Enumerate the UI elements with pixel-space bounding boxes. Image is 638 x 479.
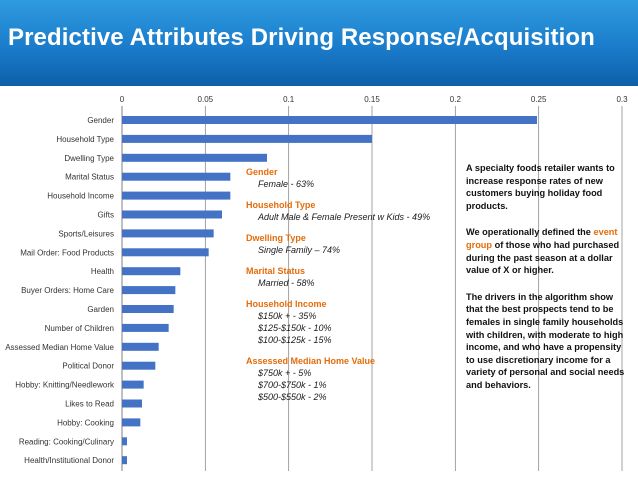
attr-value: $100-$125k - 15% (258, 335, 332, 345)
attr-value: $700-$750k - 1% (258, 380, 327, 390)
bar (122, 229, 214, 238)
bar (122, 134, 372, 143)
attribute-importance-chart: 0 0.05 0.1 0.15 0.2 0.25 0.3 Gender Household Ty… (5, 95, 628, 471)
note-text: of those who had purchased during the pa… (466, 239, 620, 276)
category-label: Mail Order: Food Products (20, 248, 114, 257)
bar (122, 210, 222, 219)
attr-name: Marital Status (246, 266, 306, 276)
attr-name: Gender (246, 167, 278, 177)
attr-value: $125-$150k - 10% (258, 323, 332, 333)
category-label: Likes to Read (65, 400, 114, 409)
bar (122, 248, 209, 257)
note-paragraph: A specialty foods retailer wants to incr… (466, 163, 615, 211)
note-text: We operationally defined the (466, 227, 594, 238)
bar (122, 172, 231, 181)
attr-value: Single Family – 74% (258, 245, 341, 255)
attr-group-dwelling-type: Dwelling Type Single Family – 74% (246, 232, 456, 256)
attr-group-marital-status: Marital Status Married - 58% (246, 265, 456, 289)
x-tick-label: 0 (120, 95, 125, 104)
attr-group-household-income: Household Income $150k + - 35% $125-$150… (246, 298, 456, 346)
attr-value: $500-$550k - 2% (258, 392, 327, 402)
note-highlight: event group (466, 227, 618, 250)
attr-value: Married - 58% (258, 278, 315, 288)
category-label: Hobby: Cooking (57, 418, 114, 427)
attribute-profile-panel: Gender Female - 63% Household Type Adult… (246, 166, 456, 412)
attr-name: Household Type (246, 200, 316, 210)
category-label: Household Type (56, 135, 114, 144)
category-label: Marital Status (65, 173, 114, 182)
bar (122, 305, 174, 313)
bar (122, 267, 181, 276)
x-tick-label: 0.3 (616, 95, 628, 104)
attr-group-home-value: Assessed Median Home Value $750k + - 5% … (246, 355, 456, 403)
x-tick-label: 0.2 (450, 95, 462, 104)
bar (122, 437, 127, 446)
x-tick-label: 0.1 (283, 95, 295, 104)
bar (122, 323, 169, 332)
bar (122, 153, 267, 162)
attr-value: Female - 63% (258, 179, 315, 189)
category-label: Health/Institutional Donor (24, 456, 114, 465)
category-label: Garden (87, 305, 114, 314)
x-tick-label: 0.05 (198, 95, 214, 104)
bar (122, 286, 176, 295)
attr-value: Adult Male & Female Present w Kids - 49% (258, 212, 431, 222)
category-label: Assessed Median Home Value (5, 343, 114, 352)
attr-group-household-type: Household Type Adult Male & Female Prese… (246, 199, 456, 223)
category-label: Hobby: Knitting/Needlework (15, 381, 115, 390)
category-label: Gender (87, 116, 114, 125)
bar (122, 191, 231, 200)
note-paragraph: We operationally defined the event group… (466, 226, 626, 276)
bar (122, 116, 537, 124)
x-tick-label: 0.15 (364, 95, 380, 104)
category-label: Political Donor (62, 362, 114, 371)
bar (122, 361, 156, 370)
bar (122, 399, 142, 408)
bar (122, 380, 144, 389)
category-label: Number of Children (45, 324, 114, 333)
attr-name: Household Income (246, 299, 327, 309)
attr-name: Assessed Median Home Value (246, 356, 376, 366)
title-banner: Predictive Attributes Driving Response/A… (0, 0, 638, 86)
category-label: Reading: Cooking/Culinary (19, 437, 114, 446)
page-title: Predictive Attributes Driving Response/A… (8, 24, 595, 51)
attr-group-gender: Gender Female - 63% (246, 166, 456, 190)
attr-name: Dwelling Type (246, 233, 306, 243)
x-tick-label: 0.25 (531, 95, 547, 104)
attr-value: $750k + - 5% (258, 368, 312, 378)
note-paragraph: The drivers in the algorithm show that t… (466, 291, 625, 390)
bar (122, 418, 141, 427)
category-label: Dwelling Type (64, 154, 114, 163)
attr-value: $150k + - 35% (258, 311, 317, 321)
commentary-panel: A specialty foods retailer wants to incr… (466, 162, 626, 406)
bar (122, 456, 127, 465)
category-label: Buyer Orders: Home Care (21, 286, 114, 295)
category-label: Gifts (98, 211, 114, 220)
category-label: Household Income (47, 192, 114, 201)
category-label: Health (91, 267, 114, 276)
bar (122, 342, 159, 351)
category-label: Sports/Leisures (58, 229, 114, 238)
